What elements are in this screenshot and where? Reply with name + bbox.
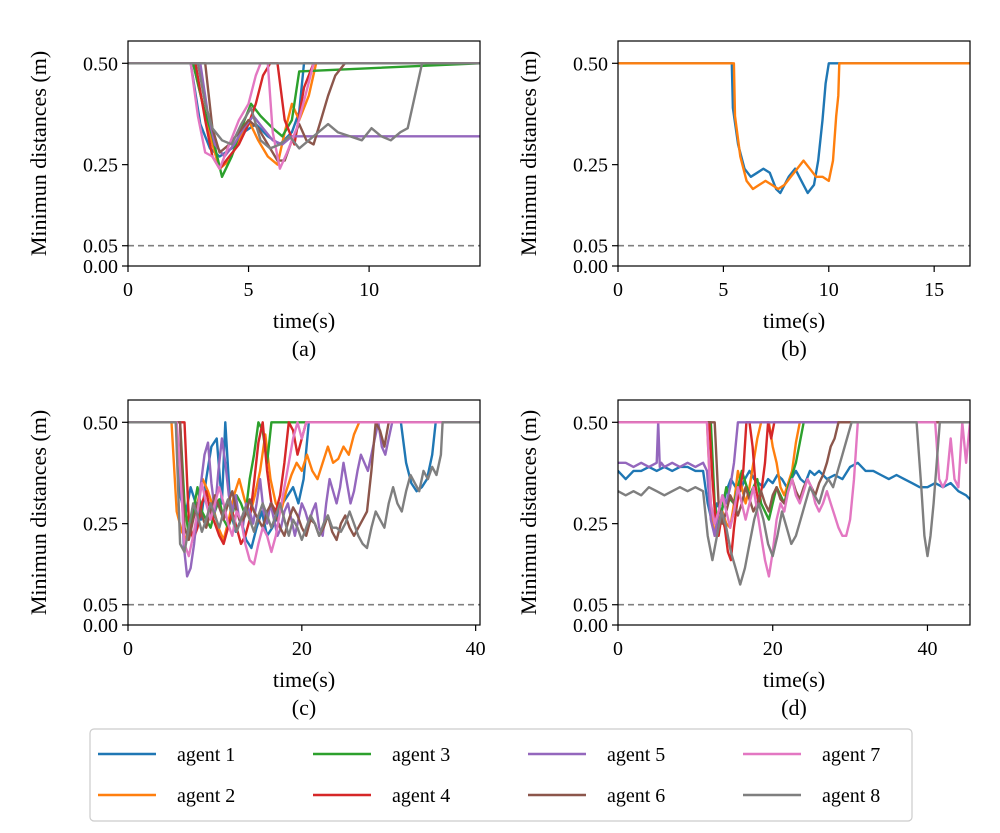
y-tick-label-b-3: 0.50 [573,53,608,75]
y-tick-label-c-1: 0.05 [83,595,118,617]
series-line-d-agent-5-4 [618,421,970,537]
legend-label-agent-2: agent 2 [177,785,235,807]
axes-frame-c [127,399,481,626]
series-line-d-agent-7-6 [618,421,970,578]
series-line-a-agent-3-2 [128,62,480,178]
legend-label-agent-1: agent 1 [177,744,235,766]
legend: agent 1 agent 2 agent 3 agent 4 agent 5 agent… [89,728,913,822]
series-line-c-agent-8-7 [128,421,480,554]
y-axis-label-a: Minimun distances (m) [26,51,51,256]
y-tick-label-d-0: 0.00 [573,615,608,637]
subplot-a: 0 5 10 0.000.05 0.25 0.50 time(s) (a) Minimun di… [26,40,481,361]
axes-frame-b [617,40,971,267]
legend-label-agent-3: agent 3 [392,744,450,766]
y-tick-label-b-1: 0.05 [573,236,608,258]
series-line-a-agent-7-6 [128,62,480,170]
y-axis-label-c: Minimun distances (m) [26,410,51,615]
subplot-c: 0 20 40 0.000.05 0.25 0.50 time(s) (c) Minimun d… [26,399,486,720]
series-line-a-agent-4-3 [128,62,480,170]
series-line-a-agent-2-1 [128,62,480,170]
y-tick-label-d-3: 0.50 [573,412,608,434]
x-tick-label-a-1: 5 [244,279,254,301]
series-line-c-agent-4-3 [128,421,480,546]
legend-label-agent-8: agent 8 [822,785,880,807]
y-tick-label-a-1: 0.05 [83,236,118,258]
series-line-d-agent-8-7 [618,421,970,586]
y-tick-label-a-3: 0.50 [83,53,118,75]
y-tick-label-a-0: 0.00 [83,256,118,278]
x-tick-label-a-2: 10 [359,279,379,301]
y-tick-label-c-0: 0.00 [83,615,118,637]
subplot-caption-d: (d) [781,695,807,720]
legend-box [89,728,913,822]
legend-label-agent-5: agent 5 [607,744,665,766]
y-tick-label-d-1: 0.05 [573,595,608,617]
legend-label-agent-4: agent 4 [392,785,450,807]
series-line-b-agent-2-1 [618,62,970,191]
series-line-a-agent-8-8 [196,62,424,150]
series-line-c-agent-7-6 [128,421,480,566]
x-tick-label-a-0: 0 [123,279,133,301]
x-tick-label-b-1: 5 [718,279,728,301]
subplot-caption-b: (b) [781,336,807,361]
y-tick-label-d-2: 0.25 [573,514,608,536]
legend-label-agent-6: agent 6 [607,785,665,807]
y-axis-label-d: Minimun distances (m) [516,410,541,615]
y-axis-label-b: Minimun distances (m) [516,51,541,256]
x-tick-label-c-2: 40 [466,638,486,660]
series-line-d-agent-1-0 [618,461,970,525]
x-tick-label-c-1: 20 [292,638,312,660]
y-tick-label-a-2: 0.25 [83,155,118,177]
legend-label-agent-7: agent 7 [822,744,880,766]
series-line-a-agent-6-5 [128,62,480,162]
series-line-d-agent-6-5 [618,421,970,525]
x-axis-label-d: time(s) [763,667,825,692]
axes-frame-a [127,40,481,267]
y-tick-label-c-2: 0.25 [83,514,118,536]
x-tick-label-c-0: 0 [123,638,133,660]
x-axis-label-b: time(s) [763,308,825,333]
subplot-caption-c: (c) [292,695,316,720]
x-tick-label-b-0: 0 [613,279,623,301]
axes-frame-d [617,399,971,626]
x-axis-label-a: time(s) [273,308,335,333]
x-tick-label-d-2: 40 [917,638,937,660]
y-tick-label-b-0: 0.00 [573,256,608,278]
x-tick-label-b-3: 15 [924,279,944,301]
x-tick-label-b-2: 10 [819,279,839,301]
subplot-caption-a: (a) [292,336,316,361]
y-tick-label-b-2: 0.25 [573,155,608,177]
subplot-d: 0 20 40 0.000.05 0.25 0.50 time(s) (d) Minimun d… [516,399,971,720]
subplot-b: 0 5 10 15 0.000.05 0.25 0.50 time(s) (b) Minimun … [516,40,971,361]
x-axis-label-c: time(s) [273,667,335,692]
series-line-d-agent-3-2 [618,421,970,529]
series-line-d-agent-4-3 [618,421,970,562]
x-tick-label-d-1: 20 [763,638,783,660]
y-tick-label-c-3: 0.50 [83,412,118,434]
x-tick-label-d-0: 0 [613,638,623,660]
